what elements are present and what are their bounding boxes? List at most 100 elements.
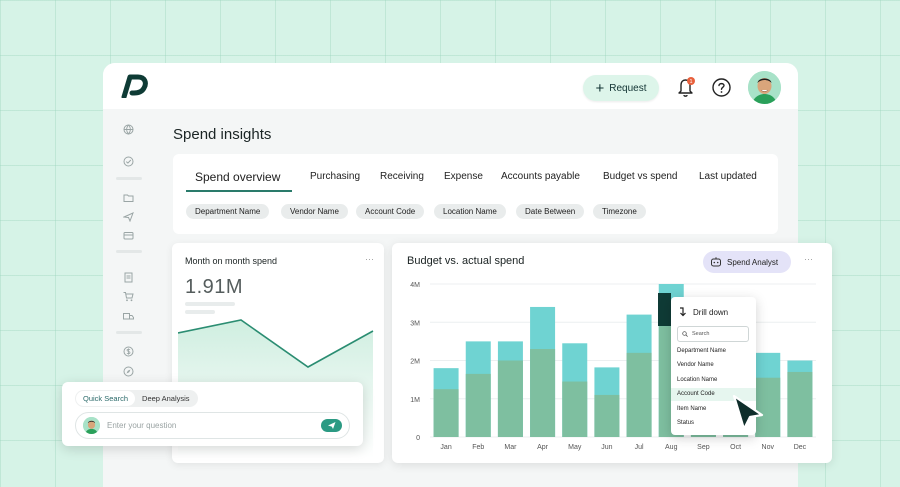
quick-search-card: Quick Search Deep Analysis Enter your qu…	[62, 382, 363, 446]
actual-bar	[433, 389, 459, 437]
drill-item-vendor[interactable]: Vendor Name	[677, 362, 714, 368]
question-input[interactable]: Enter your question	[75, 412, 350, 439]
brand-logo[interactable]	[120, 74, 148, 98]
drill-down-header: Drill down	[679, 307, 728, 317]
actual-bar	[562, 381, 588, 437]
actual-bar	[787, 371, 813, 437]
tab-accounts-payable[interactable]: Accounts payable	[501, 171, 580, 182]
tab-purchasing[interactable]: Purchasing	[310, 171, 361, 182]
actual-bar	[594, 394, 620, 437]
request-button-label: Request	[609, 82, 647, 94]
tab-quick-search[interactable]: Quick Search	[76, 391, 136, 406]
drill-item-department[interactable]: Department Name	[677, 348, 727, 354]
request-button[interactable]: + Request	[583, 75, 659, 101]
more-icon[interactable]: ···	[365, 254, 374, 264]
budget-card-title: Budget vs. actual spend	[407, 255, 525, 267]
drill-item-item-name[interactable]: Item Name	[677, 406, 707, 412]
mouse-cursor-icon	[732, 394, 764, 431]
budget-bar-chart: 0 1M 2M 3M 4M Jan Feb Mar Apr May Jun Jul Aug Sep Oct N…	[410, 282, 816, 451]
actual-bar	[626, 352, 652, 437]
y-tick-label: 1M	[410, 397, 420, 404]
sidebar-divider	[116, 177, 142, 180]
search-icon	[682, 331, 688, 337]
spend-analyst-button[interactable]: Spend Analyst	[703, 251, 791, 273]
placeholder-bar	[185, 302, 235, 306]
page-title: Spend insights	[173, 126, 272, 143]
tab-last-updated[interactable]: Last updated	[699, 171, 757, 182]
mom-value: 1.91M	[185, 276, 244, 298]
actual-bar	[755, 377, 781, 437]
x-tick-label: Apr	[537, 444, 549, 451]
compass-icon[interactable]	[123, 366, 134, 377]
user-avatar	[83, 417, 100, 434]
person-icon	[748, 71, 781, 104]
tab-spend-overview[interactable]: Spend overview	[195, 170, 281, 184]
actual-bar	[530, 349, 556, 437]
drill-down-title: Drill down	[693, 307, 729, 317]
actual-bar	[497, 360, 523, 437]
drill-search-placeholder: Search	[692, 331, 710, 337]
x-tick-label: Feb	[472, 444, 484, 451]
x-tick-label: Nov	[762, 444, 775, 451]
top-bar: + Request 1	[103, 63, 798, 109]
more-icon[interactable]: ···	[804, 254, 813, 264]
dollar-icon[interactable]	[123, 346, 134, 357]
budget-vs-actual-card: Budget vs. actual spend Spend Analyst ··…	[392, 243, 832, 463]
active-tab-indicator	[186, 190, 292, 192]
x-tick-label: Mar	[504, 444, 517, 451]
check-circle-icon[interactable]	[123, 156, 134, 167]
filter-chip-date[interactable]: Date Between	[516, 204, 585, 219]
tab-expense[interactable]: Expense	[444, 171, 483, 182]
x-tick-label: Jun	[601, 444, 612, 451]
x-tick-label: Jul	[635, 444, 644, 451]
x-tick-label: May	[568, 444, 582, 451]
help-icon[interactable]	[712, 78, 731, 97]
truck-icon[interactable]	[123, 311, 134, 322]
cart-icon[interactable]	[123, 291, 134, 302]
tab-deep-analysis[interactable]: Deep Analysis	[142, 394, 190, 403]
tab-budget-vs-spend[interactable]: Budget vs spend	[603, 171, 678, 182]
person-icon	[83, 417, 100, 434]
globe-icon[interactable]	[123, 124, 134, 135]
x-tick-label: Dec	[794, 444, 807, 451]
question-placeholder: Enter your question	[107, 421, 177, 430]
filter-chip-account[interactable]: Account Code	[356, 204, 425, 219]
plane-icon[interactable]	[123, 211, 134, 222]
card-icon[interactable]	[123, 230, 134, 241]
sidebar-divider	[116, 250, 142, 253]
y-tick-label: 2M	[410, 359, 420, 366]
drill-item-location[interactable]: Location Name	[677, 377, 718, 383]
invoice-icon[interactable]	[123, 272, 134, 283]
y-tick-label: 0	[416, 435, 420, 442]
user-avatar[interactable]	[748, 71, 781, 104]
robot-icon	[711, 257, 721, 267]
x-tick-label: Aug	[665, 444, 678, 451]
drill-pointer-tab	[658, 293, 671, 326]
sidebar	[103, 109, 155, 487]
mom-line	[178, 319, 374, 368]
filter-chip-vendor[interactable]: Vendor Name	[281, 204, 348, 219]
x-tick-label: Jan	[440, 444, 451, 451]
folder-icon[interactable]	[123, 192, 134, 203]
notification-count: 1	[689, 79, 692, 85]
drill-search-input[interactable]: Search	[677, 326, 749, 342]
send-button[interactable]	[321, 419, 342, 432]
tabs-and-filters-card: Spend overview Purchasing Receiving Expe…	[173, 154, 778, 234]
filter-chip-timezone[interactable]: Timezone	[593, 204, 646, 219]
plus-icon: +	[595, 79, 605, 97]
drill-arrow-icon	[680, 307, 686, 317]
x-tick-label: Oct	[730, 444, 741, 451]
drill-item-status[interactable]: Status	[677, 420, 695, 426]
send-icon	[328, 422, 336, 429]
x-tick-label: Sep	[697, 444, 710, 451]
sidebar-divider	[116, 331, 142, 334]
bell-icon[interactable]: 1	[676, 76, 696, 98]
placeholder-bar	[185, 310, 215, 314]
y-tick-label: 3M	[410, 320, 420, 327]
mom-card-title: Month on month spend	[185, 256, 278, 266]
actual-bar	[465, 373, 491, 437]
tab-receiving[interactable]: Receiving	[380, 171, 424, 182]
filter-chip-department[interactable]: Department Name	[186, 204, 270, 219]
y-tick-label: 4M	[410, 282, 420, 289]
filter-chip-location[interactable]: Location Name	[434, 204, 506, 219]
